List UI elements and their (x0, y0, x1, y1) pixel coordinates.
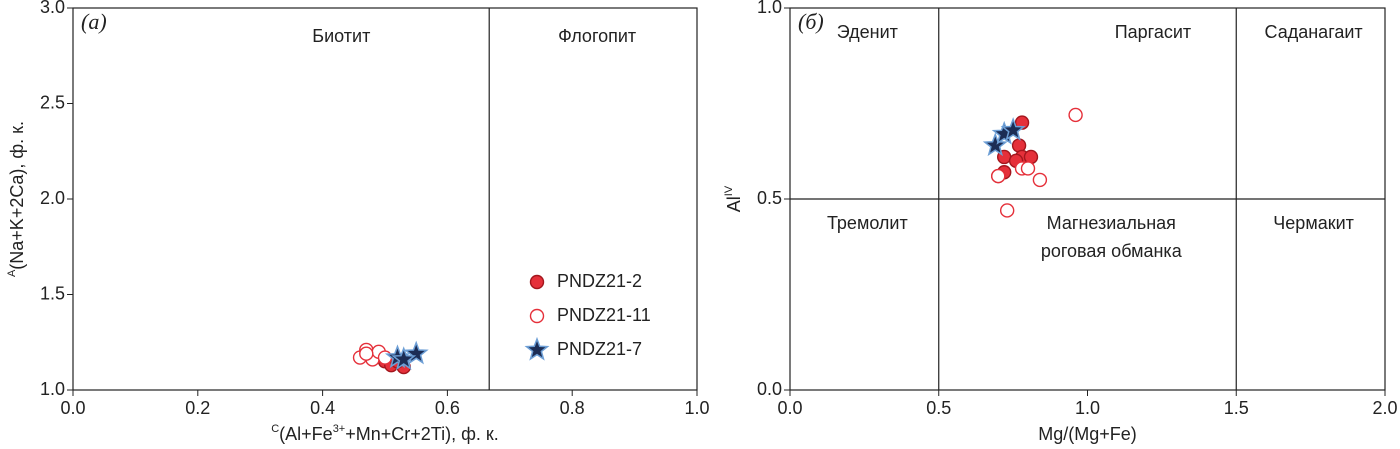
label-part: 3+ (333, 423, 346, 435)
field-label: Флогопит (558, 26, 636, 46)
x-tick-label: 1.5 (1224, 398, 1249, 418)
y-tick-label: 0.0 (757, 379, 782, 399)
y-tick-label: 1.5 (40, 283, 65, 303)
x-tick-label: 2.0 (1372, 398, 1397, 418)
plot-frame (72, 7, 698, 391)
y-tick-label: 2.5 (40, 92, 65, 112)
y-axis-label: A(Na+K+2Ca), ф. к. (6, 121, 27, 277)
data-point (1020, 161, 1036, 176)
field-label: Магнезиальная (1047, 213, 1176, 233)
x-tick-label: 0.0 (777, 398, 802, 418)
y-tick-label: 1.0 (40, 379, 65, 399)
legend-label: PNDZ21-2 (557, 271, 642, 291)
x-tick-label: 0.6 (435, 398, 460, 418)
y-axis-label: AlIV (723, 185, 744, 212)
y-tick-label: 1.0 (757, 0, 782, 17)
legend-marker (529, 274, 545, 290)
data-point (359, 346, 374, 361)
x-axis-label: Mg/(Mg+Fe) (1038, 424, 1137, 444)
data-point (991, 168, 1006, 184)
field-label: Чермакит (1273, 213, 1354, 233)
x-tick-label: 0.0 (60, 398, 85, 418)
data-point (999, 203, 1015, 218)
field-label: Саданагаит (1265, 22, 1363, 42)
data-point (377, 350, 393, 365)
x-axis-label: C(Al+Fe3++Mn+Cr+2Ti), ф. к. (271, 423, 499, 444)
label-part: C (271, 423, 279, 435)
y-tick-label: 0.5 (757, 188, 782, 208)
panel-label: (а) (81, 9, 107, 34)
legend-label: PNDZ21-11 (557, 305, 651, 325)
label-part: (Na+K+2Ca), ф. к. (7, 121, 27, 270)
field-label: Эденит (837, 22, 898, 42)
data-point (1014, 115, 1030, 130)
y-tick-label: 3.0 (40, 0, 65, 17)
y-tick-label: 2.0 (40, 188, 65, 208)
data-point (391, 346, 417, 371)
data-point (403, 340, 429, 365)
label-part: IV (723, 185, 735, 196)
data-point (982, 132, 1008, 157)
panel-label: (б) (798, 9, 824, 34)
x-tick-label: 1.0 (684, 398, 709, 418)
data-point (1000, 117, 1026, 141)
legend-marker (524, 336, 550, 361)
legend-marker (529, 308, 545, 324)
field-label: Паргасит (1115, 22, 1191, 42)
x-tick-label: 0.5 (926, 398, 951, 418)
field-label: Тремолит (827, 213, 908, 233)
data-point (1032, 172, 1048, 188)
x-tick-label: 0.8 (560, 398, 585, 418)
x-tick-label: 0.4 (310, 398, 335, 418)
x-tick-label: 0.2 (185, 398, 210, 418)
label-part: Mg/(Mg+Fe) (1038, 424, 1137, 444)
field-label: Биотит (312, 26, 370, 46)
legend-label: PNDZ21-7 (557, 339, 642, 359)
data-point (1068, 107, 1083, 123)
label-part: Al (724, 196, 744, 212)
label-part: +Mn+Cr+2Ti), ф. к. (345, 424, 499, 444)
field-label: роговая обманка (1041, 241, 1183, 261)
x-tick-label: 1.0 (1075, 398, 1100, 418)
label-part: (Al+Fe (279, 424, 333, 444)
label-part: A (6, 269, 18, 277)
